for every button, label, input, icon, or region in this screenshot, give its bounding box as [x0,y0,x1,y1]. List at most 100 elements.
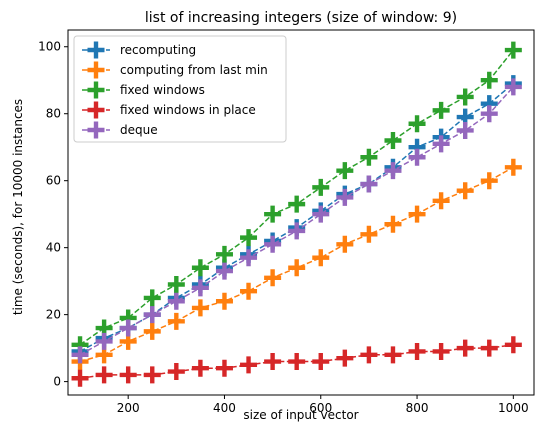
x-tick-label: 200 [117,401,140,415]
y-tick-label: 20 [46,308,61,322]
series-0-point [480,95,498,113]
series-4-point [264,235,282,253]
series-1-point [360,225,378,243]
plot-frame [67,29,535,396]
series-4-point [288,222,306,240]
legend-label-0: recomputing [120,43,196,57]
series-3-point [95,366,113,384]
series-1-point [336,235,354,253]
series-1-point [432,192,450,210]
series-4-point [360,175,378,193]
series-1-point [384,215,402,233]
x-tick-label: 800 [406,401,429,415]
y-axis: 0 20 40 60 80 100 [38,40,68,389]
series-4-point [143,306,161,324]
legend: recomputing computing from last min fixed … [73,35,287,143]
series-1-point [288,259,306,277]
series-2-point [360,148,378,166]
legend-box [73,35,287,143]
series-2-point [143,289,161,307]
series-2-point [312,178,330,196]
series-3-point [215,359,233,377]
series-4-point [480,105,498,123]
series-3-point [312,353,330,371]
series-2-point [288,195,306,213]
series-3-point [432,342,450,360]
series-4-point [504,78,522,96]
series-2-point [408,115,426,133]
series-4-point [432,135,450,153]
series-2-point [504,41,522,59]
x-axis: 200 400 600 800 1000 [117,395,529,415]
series-1-point [480,172,498,190]
series-3-point [264,353,282,371]
series-1-point [312,249,330,267]
series-1-point [504,158,522,176]
legend-label-4: deque [120,123,158,137]
series-3-point [119,366,137,384]
series-0-point [408,138,426,156]
series-4-point [240,249,258,267]
series-1-point [95,346,113,364]
series-3-point [288,353,306,371]
series-2-point [384,132,402,150]
series-3-point [504,336,522,354]
series-2-point [336,162,354,180]
x-tick-label: 1000 [498,401,529,415]
series-2-point [215,245,233,263]
x-tick-label: 400 [213,401,236,415]
series-1-point [456,182,474,200]
series-2-point [264,205,282,223]
series-2-point [480,71,498,89]
series-1-point [408,205,426,223]
y-axis-label: time (seconds), for 10000 instances [11,99,25,315]
x-axis-label: size of input vector [243,408,358,422]
series-3-point [71,369,89,387]
legend-label-3: fixed windows in place [120,103,256,117]
series-4-point [384,162,402,180]
series-3-point [360,346,378,364]
series-2-point [240,229,258,247]
series-1-point [215,292,233,310]
series-3-point [167,363,185,381]
series-4-point [191,279,209,297]
series-1-point [264,269,282,287]
series-4-point [456,121,474,139]
series-1-point [240,282,258,300]
series-3-point [480,339,498,357]
y-tick-label: 100 [38,40,61,54]
legend-marker-4 [87,121,105,139]
legend-marker-1 [87,61,105,79]
series-3-point [191,359,209,377]
y-tick-label: 80 [46,107,61,121]
series-2-point [167,275,185,293]
series-4-point [312,205,330,223]
series-4-point [215,262,233,280]
series-3-point [408,342,426,360]
series-3-point [384,346,402,364]
y-tick-label: 0 [53,375,61,389]
series-0-point [456,108,474,126]
legend-marker-0 [87,41,105,59]
series-2-point [191,259,209,277]
series-2-point [456,88,474,106]
series-4-point [71,346,89,364]
series-1-point [191,299,209,317]
series-4-point [119,319,137,337]
legend-marker-3 [87,101,105,119]
series-2-point [119,309,137,327]
series-3-point [143,366,161,384]
series-3-point [336,349,354,367]
series-2-point [432,101,450,119]
y-tick-label: 40 [46,241,61,255]
x-tick-label: 600 [309,401,332,415]
series-1-point [167,312,185,330]
series-2-point [71,336,89,354]
series-3-point [456,339,474,357]
legend-marker-2 [87,81,105,99]
series-4-point [167,292,185,310]
chart-title: list of increasing integers (size of win… [145,10,457,26]
plot-area [71,41,522,387]
